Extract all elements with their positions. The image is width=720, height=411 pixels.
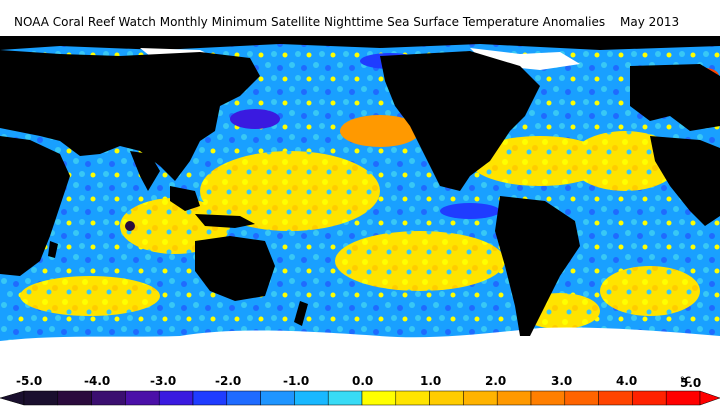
tick-label: -5.0 <box>16 374 43 388</box>
south-america <box>495 196 580 336</box>
colorbar-swatch <box>192 390 228 406</box>
colorbar <box>0 390 720 406</box>
colorbar-swatch <box>564 390 599 406</box>
arctic-land <box>0 36 720 50</box>
tick-label: -1.0 <box>283 374 310 388</box>
tick-label: -4.0 <box>84 374 111 388</box>
colorbar-swatch <box>125 390 160 406</box>
india <box>130 151 160 191</box>
colorbar-swatch <box>294 390 329 406</box>
tick-label: 2.0 <box>485 374 507 388</box>
tick-label: -2.0 <box>215 374 242 388</box>
colorbar-tick-labels: -5.0 -4.0 -3.0 -2.0 -1.0 0.0 1.0 2.0 3.0… <box>16 374 702 390</box>
colorbar-swatch <box>665 390 701 406</box>
colorbar-swatch <box>530 390 566 406</box>
southeast-asia <box>170 186 200 211</box>
colorbar-swatch <box>429 390 464 406</box>
tick-label: 3.0 <box>551 374 573 388</box>
indonesia <box>195 214 255 228</box>
new-zealand <box>294 301 308 326</box>
colorbar-swatch <box>260 390 295 406</box>
sst-anomaly-map <box>0 36 720 368</box>
madagascar <box>48 241 58 258</box>
africa-east <box>650 136 720 226</box>
colorbar-swatch <box>395 390 430 406</box>
colorbar-swatch <box>496 390 532 406</box>
warm-anomaly-patches <box>12 56 719 329</box>
unit-label: °C <box>680 376 692 386</box>
title-text: NOAA Coral Reef Watch Monthly Minimum Sa… <box>14 15 606 29</box>
colorbar-swatch <box>632 390 667 406</box>
tick-label: -3.0 <box>150 374 177 388</box>
colorbar-swatch <box>361 390 397 406</box>
world-map <box>0 36 720 368</box>
colorbar-swatch <box>327 390 363 406</box>
continents <box>0 50 720 336</box>
title-date: May 2013 <box>620 15 680 29</box>
tick-label: 0.0 <box>352 374 374 388</box>
australia <box>195 236 275 301</box>
colorbar-swatch <box>463 390 498 406</box>
tick-label: 1.0 <box>420 374 442 388</box>
colorbar-min-arrow <box>0 390 25 406</box>
tick-label: 4.0 <box>616 374 638 388</box>
north-america <box>380 51 540 191</box>
europe-west <box>630 64 720 131</box>
map-title: NOAA Coral Reef Watch Monthly Minimum Sa… <box>14 14 714 30</box>
colorbar-swatch <box>598 390 633 406</box>
colorbar-swatch <box>57 390 92 406</box>
colorbar-swatch <box>23 390 59 406</box>
africa <box>0 136 70 276</box>
colorbar-swatch <box>226 390 261 406</box>
eurasia <box>0 50 260 181</box>
colorbar-max-arrow <box>699 390 720 406</box>
antarctic-ice <box>0 327 720 368</box>
colorbar-swatch <box>91 390 126 406</box>
colorbar-swatch <box>158 390 194 406</box>
